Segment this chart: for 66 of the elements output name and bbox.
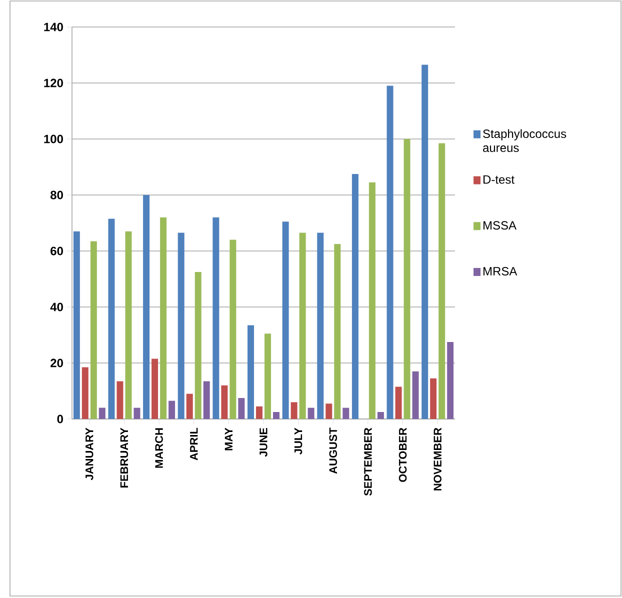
bar bbox=[326, 404, 332, 419]
bar bbox=[342, 408, 350, 419]
bar bbox=[73, 231, 80, 419]
y-tick-label: 80 bbox=[50, 190, 63, 200]
bar bbox=[160, 217, 167, 419]
x-tick-label: OCTOBER bbox=[398, 428, 407, 482]
legend-label: D-test bbox=[484, 175, 514, 184]
bar bbox=[248, 325, 254, 419]
bar bbox=[386, 86, 394, 419]
legend-label: MRSA bbox=[484, 267, 518, 276]
legend-label: Staphylococcus aureus bbox=[483, 129, 566, 152]
bar bbox=[422, 64, 428, 419]
bar bbox=[404, 139, 410, 419]
bar bbox=[447, 342, 454, 419]
bar bbox=[143, 195, 150, 419]
x-tick-label: JULY bbox=[294, 428, 302, 454]
bar bbox=[90, 241, 97, 419]
bar bbox=[264, 334, 271, 419]
bar bbox=[308, 408, 314, 419]
bar bbox=[116, 381, 124, 419]
bar bbox=[152, 358, 158, 419]
bar bbox=[186, 394, 193, 419]
bar bbox=[368, 182, 376, 419]
x-tick-label: SEPTEMBER bbox=[364, 428, 372, 496]
x-tick-label: APRIL bbox=[190, 428, 198, 460]
bar bbox=[238, 398, 245, 419]
bar bbox=[82, 367, 88, 419]
bar bbox=[395, 386, 402, 419]
y-tick-label: 120 bbox=[44, 78, 63, 88]
bar bbox=[256, 406, 262, 419]
bar bbox=[352, 174, 358, 419]
bar bbox=[125, 231, 132, 419]
bar bbox=[412, 371, 419, 419]
legend-label: MSSA bbox=[484, 221, 517, 230]
y-tick-label: 60 bbox=[50, 246, 63, 256]
bar bbox=[290, 402, 298, 419]
bar bbox=[194, 272, 202, 419]
bar bbox=[230, 240, 236, 419]
bar bbox=[438, 143, 446, 419]
y-tick-label: 140 bbox=[44, 22, 63, 32]
x-tick-label: MARCH bbox=[155, 428, 163, 468]
bar bbox=[430, 378, 437, 419]
bar bbox=[299, 232, 306, 419]
bar bbox=[168, 400, 176, 419]
bar bbox=[108, 218, 115, 419]
x-tick-label: FEBRUARY bbox=[120, 428, 128, 488]
bar bbox=[377, 412, 384, 419]
bar bbox=[178, 232, 184, 419]
y-tick-label: 100 bbox=[44, 134, 63, 144]
x-tick-label: JANUARY bbox=[86, 428, 94, 480]
bar bbox=[203, 381, 210, 419]
bar bbox=[273, 412, 280, 419]
bar bbox=[317, 232, 324, 419]
bar bbox=[221, 385, 228, 419]
y-tick-label: 20 bbox=[50, 358, 63, 368]
x-tick-label: JUNE bbox=[260, 428, 268, 457]
x-tick-label: NOVEMBER bbox=[434, 428, 442, 490]
bar bbox=[212, 217, 220, 419]
bar bbox=[134, 408, 140, 419]
bar bbox=[98, 408, 106, 419]
x-tick-label: AUGUST bbox=[329, 428, 338, 474]
y-tick-label: 0 bbox=[57, 414, 63, 424]
x-tick-label: MAY bbox=[224, 428, 232, 450]
bar bbox=[282, 222, 289, 419]
y-tick-label: 40 bbox=[50, 302, 63, 312]
bar bbox=[334, 244, 341, 419]
